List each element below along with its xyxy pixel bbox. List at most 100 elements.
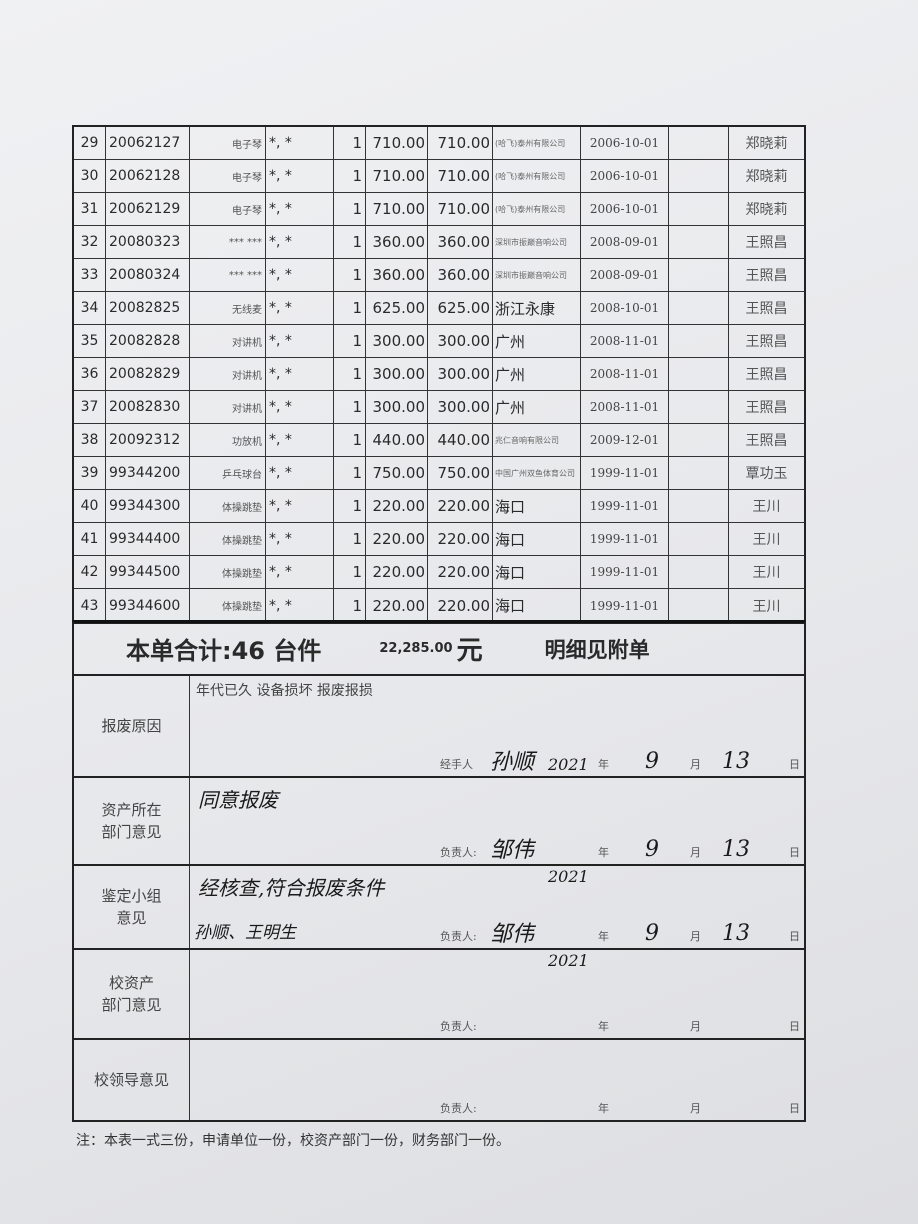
cell-spec: *, *: [266, 490, 334, 522]
table-row: 40 99344300 体操跳垫 *, * 1 220.00 220.00 海口 1999-11…: [74, 490, 804, 523]
cell-no: 39: [74, 457, 106, 489]
cell-code: 20092312: [106, 424, 190, 456]
cell-no: 32: [74, 226, 106, 258]
section-label: 资产所在 部门意见: [74, 778, 190, 864]
cell-no: 34: [74, 292, 106, 324]
signature-line: 负责人: 邹伟 2021 年 9 月 13 日: [440, 904, 800, 970]
signature: 孙顺: [490, 750, 535, 775]
cell-price: 440.00: [366, 424, 428, 456]
cell-custodian: 郑晓莉: [745, 202, 788, 218]
cell-amount: 440.00: [428, 424, 493, 456]
cell-no: 35: [74, 325, 106, 357]
cell-custodian: 王照昌: [745, 400, 788, 416]
signature: 邹伟: [490, 838, 535, 863]
cell-qty: 1: [334, 127, 366, 159]
cell-name: 功放机: [190, 424, 266, 456]
cell-date: 1999-11-01: [581, 490, 669, 522]
cell-code: 20082825: [106, 292, 190, 324]
cell-blank: [669, 556, 729, 588]
cell-price: 300.00: [366, 358, 428, 390]
cell-date: 2008-09-01: [581, 226, 669, 258]
cell-supplier: 浙江永康: [493, 292, 581, 324]
cell-blank: [669, 391, 729, 423]
cell-price: 220.00: [366, 556, 428, 588]
cell-price: 360.00: [366, 259, 428, 291]
asset-disposal-table: 29 20062127 电子琴 *, * 1 710.00 710.00 (哈飞)泰州有限公司…: [72, 125, 806, 624]
cell-spec: *, *: [266, 358, 334, 390]
cell-qty: 1: [334, 325, 366, 357]
cell-date: 2006-10-01: [581, 193, 669, 225]
cell-amount: 360.00: [428, 226, 493, 258]
opinion-section: 报废原因 年代已久 设备损坏 报废报损 经手人 孙顺 2021 年 9 月 13…: [72, 676, 806, 778]
cell-custodian: 郑晓莉: [745, 136, 788, 152]
table-row: 30 20062128 电子琴 *, * 1 710.00 710.00 (哈飞)泰州有限公司…: [74, 160, 804, 193]
cell-spec: *, *: [266, 523, 334, 555]
cell-spec: *, *: [266, 160, 334, 192]
cell-blank: [669, 523, 729, 555]
opinion-section: 校资产 部门意见 负责人: 年 月 日: [72, 950, 806, 1040]
table-row: 32 20080323 *** *** *, * 1 360.00 360.00 深圳市振巅音…: [74, 226, 804, 259]
cell-name: *** ***: [190, 259, 266, 291]
table-row: 38 20092312 功放机 *, * 1 440.00 440.00 兆仁音响有限公司 20…: [74, 424, 804, 457]
cell-supplier: (哈飞)泰州有限公司: [493, 127, 581, 159]
cell-qty: 1: [334, 292, 366, 324]
cell-no: 36: [74, 358, 106, 390]
table-row: 31 20062129 电子琴 *, * 1 710.00 710.00 (哈飞)泰州有限公司…: [74, 193, 804, 226]
cell-custodian: 王照昌: [745, 334, 788, 350]
cell-blank: [669, 127, 729, 159]
section-body[interactable]: 年代已久 设备损坏 报废报损 经手人 孙顺 2021 年 9 月 13 日: [190, 676, 804, 776]
cell-date: 2008-09-01: [581, 259, 669, 291]
section-body[interactable]: 负责人: 年 月 日: [190, 950, 804, 1038]
cell-date: 2008-11-01: [581, 358, 669, 390]
section-body[interactable]: 负责人: 年 月 日: [190, 1040, 804, 1120]
cell-qty: 1: [334, 490, 366, 522]
cell-qty: 1: [334, 391, 366, 423]
section-body[interactable]: 同意报废 负责人: 邹伟 2021 年 9 月 13 日: [190, 778, 804, 886]
signer-label: 负责人:: [440, 930, 477, 943]
cell-spec: *, *: [266, 193, 334, 225]
year-value: 2021: [548, 755, 589, 774]
cell-code: 99344400: [106, 523, 190, 555]
cell-custodian: 王照昌: [745, 268, 788, 284]
month-value: 9: [645, 749, 659, 774]
cell-name: 体操跳垫: [190, 490, 266, 522]
cell-blank: [669, 490, 729, 522]
signature: 邹伟: [490, 922, 535, 947]
cell-spec: *, *: [266, 325, 334, 357]
cell-amount: 360.00: [428, 259, 493, 291]
year-label: 年: [598, 1020, 609, 1033]
cell-spec: *, *: [266, 127, 334, 159]
cell-date: 2006-10-01: [581, 127, 669, 159]
cell-no: 38: [74, 424, 106, 456]
detail-note: 明细见附单: [544, 637, 650, 662]
cell-custodian: 王照昌: [745, 301, 788, 317]
month-value: 9: [645, 837, 659, 862]
cell-blank: [669, 193, 729, 225]
table-row: 37 20082830 对讲机 *, * 1 300.00 300.00 广州 2008-11-…: [74, 391, 804, 424]
table-row: 29 20062127 电子琴 *, * 1 710.00 710.00 (哈飞)泰州有限公司…: [74, 127, 804, 160]
cell-price: 220.00: [366, 589, 428, 622]
cell-price: 300.00: [366, 391, 428, 423]
cell-price: 220.00: [366, 490, 428, 522]
cell-amount: 300.00: [428, 325, 493, 357]
cell-code: 20082830: [106, 391, 190, 423]
year-value: 2021: [548, 951, 589, 970]
cell-date: 2006-10-01: [581, 160, 669, 192]
cell-amount: 710.00: [428, 160, 493, 192]
cell-amount: 710.00: [428, 127, 493, 159]
cell-supplier: 海口: [493, 589, 581, 622]
section-body[interactable]: 经核查,符合报废条件 孙顺、王明生 负责人: 邹伟 2021 年 9 月 13 …: [190, 866, 804, 970]
cell-amount: 300.00: [428, 391, 493, 423]
cell-qty: 1: [334, 160, 366, 192]
cell-supplier: (哈飞)泰州有限公司: [493, 160, 581, 192]
cell-no: 33: [74, 259, 106, 291]
cell-blank: [669, 589, 729, 622]
cell-supplier: 兆仁音响有限公司: [493, 424, 581, 456]
day-label: 日: [789, 1102, 800, 1115]
cell-no: 42: [74, 556, 106, 588]
signer-label: 经手人: [440, 758, 473, 771]
cell-blank: [669, 457, 729, 489]
opinion-section: 校领导意见 负责人: 年 月 日: [72, 1040, 806, 1122]
table-row: 41 99344400 体操跳垫 *, * 1 220.00 220.00 海口 1999-11…: [74, 523, 804, 556]
cell-name: 无线麦: [190, 292, 266, 324]
